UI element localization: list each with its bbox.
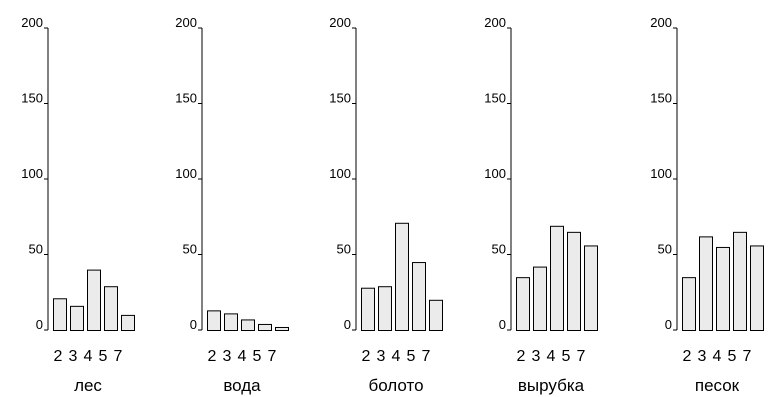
category-label: 2 <box>683 348 692 365</box>
y-tick-label: 200 <box>329 15 351 30</box>
y-tick-label: 0 <box>499 317 506 332</box>
y-tick-label: 50 <box>658 242 672 257</box>
category-label: 7 <box>268 348 277 365</box>
panel-title: вырубка <box>518 376 585 395</box>
category-label: 3 <box>532 348 541 365</box>
y-tick-label: 200 <box>484 15 506 30</box>
bar <box>550 225 564 331</box>
category-label: 7 <box>422 348 431 365</box>
bar <box>567 231 581 332</box>
y-tick-label: 100 <box>175 166 197 181</box>
y-tick-label: 0 <box>665 317 672 332</box>
category-label: 4 <box>713 348 722 365</box>
category-label: 2 <box>208 348 217 365</box>
bar <box>104 286 118 331</box>
y-tick-label: 150 <box>329 91 351 106</box>
category-label: 5 <box>562 348 571 365</box>
panel-title: лес <box>74 376 102 395</box>
bar <box>412 262 426 331</box>
y-tick-label: 100 <box>650 166 672 181</box>
bar <box>87 269 101 332</box>
chart-panel: 0 50 100 150 200 2 3 4 5 7 вырубка <box>484 15 598 395</box>
category-label: 5 <box>407 348 416 365</box>
category-label: 2 <box>517 348 526 365</box>
bar <box>121 314 135 331</box>
category-label: 7 <box>743 348 752 365</box>
y-tick-label: 0 <box>190 317 197 332</box>
bar <box>533 266 547 331</box>
y-tick-label: 50 <box>183 242 197 257</box>
bar <box>378 286 392 331</box>
bar <box>699 236 713 332</box>
y-tick-label: 100 <box>484 166 506 181</box>
bar <box>241 319 255 331</box>
category-label: 4 <box>84 348 93 365</box>
y-tick-label: 50 <box>337 242 351 257</box>
category-label: 3 <box>69 348 78 365</box>
bar <box>258 323 272 331</box>
category-label: 5 <box>253 348 262 365</box>
category-label: 7 <box>114 348 123 365</box>
y-tick-label: 150 <box>175 91 197 106</box>
category-label: 4 <box>238 348 247 365</box>
bar <box>395 222 409 331</box>
category-label: 2 <box>362 348 371 365</box>
bar <box>716 246 730 331</box>
category-label: 2 <box>54 348 63 365</box>
chart-panel: 0 50 100 150 200 2 3 4 5 7 вода <box>175 15 289 395</box>
category-label: 4 <box>547 348 556 365</box>
y-tick-label: 50 <box>492 242 506 257</box>
bar <box>207 310 221 331</box>
bar <box>53 298 67 332</box>
category-label: 3 <box>223 348 232 365</box>
y-tick-label: 150 <box>484 91 506 106</box>
y-tick-label: 150 <box>21 91 43 106</box>
chart-panel: 0 50 100 150 200 2 3 4 5 7 болото <box>329 15 443 395</box>
bar <box>275 326 289 332</box>
y-tick-label: 200 <box>175 15 197 30</box>
panel-title: вода <box>223 376 261 395</box>
bar <box>70 305 84 331</box>
bar <box>750 245 764 331</box>
y-tick-label: 0 <box>344 317 351 332</box>
y-tick-label: 200 <box>650 15 672 30</box>
bar <box>682 277 696 331</box>
category-label: 5 <box>728 348 737 365</box>
category-label: 3 <box>698 348 707 365</box>
bar <box>516 277 530 331</box>
bar <box>733 231 747 332</box>
bar <box>584 245 598 331</box>
category-label: 7 <box>577 348 586 365</box>
category-label: 3 <box>377 348 386 365</box>
y-tick-label: 100 <box>21 166 43 181</box>
bar <box>224 313 238 332</box>
panel-title: песок <box>695 376 740 395</box>
y-tick-label: 200 <box>21 15 43 30</box>
y-tick-label: 150 <box>650 91 672 106</box>
y-tick-label: 100 <box>329 166 351 181</box>
bar <box>429 299 443 331</box>
bar <box>361 287 375 331</box>
chart-panel: 0 50 100 150 200 2 3 4 5 7 лес <box>21 15 135 395</box>
y-tick-label: 50 <box>29 242 43 257</box>
y-tick-label: 0 <box>36 317 43 332</box>
category-label: 4 <box>392 348 401 365</box>
panel-title: болото <box>368 376 423 395</box>
category-label: 5 <box>99 348 108 365</box>
